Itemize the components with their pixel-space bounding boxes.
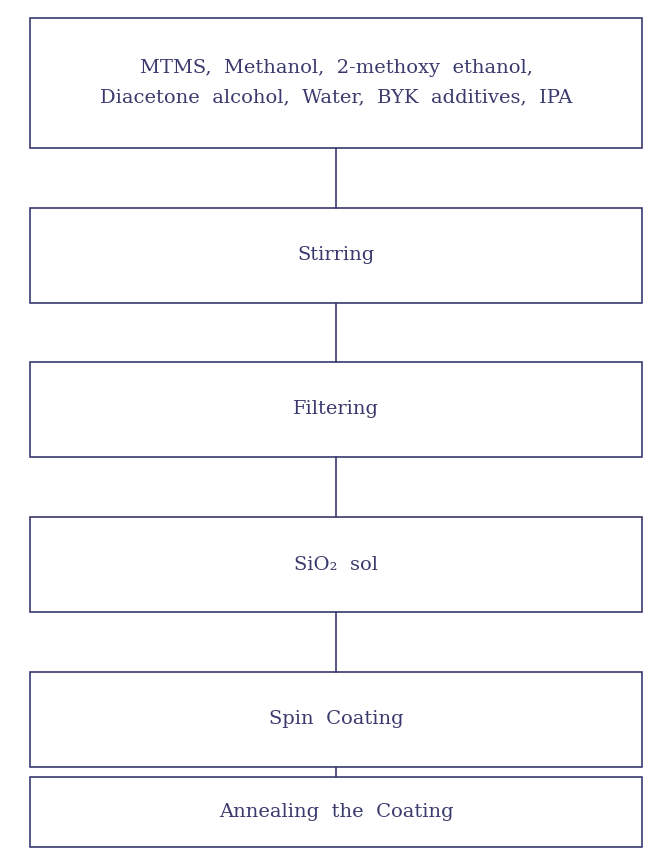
Text: Stirring: Stirring	[298, 247, 374, 265]
Text: Spin  Coating: Spin Coating	[269, 710, 403, 728]
Text: Filtering: Filtering	[293, 400, 379, 419]
Bar	[30, 208, 642, 303]
Bar	[30, 672, 642, 767]
Text: SiO₂  sol: SiO₂ sol	[294, 555, 378, 573]
Bar	[30, 517, 642, 612]
Bar	[30, 777, 642, 847]
Bar	[30, 18, 642, 148]
Text: Annealing  the  Coating: Annealing the Coating	[218, 803, 454, 821]
Text: MTMS,  Methanol,  2-methoxy  ethanol,
Diacetone  alcohol,  Water,  BYK  additive: MTMS, Methanol, 2-methoxy ethanol, Diace…	[100, 60, 572, 106]
Bar	[30, 362, 642, 457]
